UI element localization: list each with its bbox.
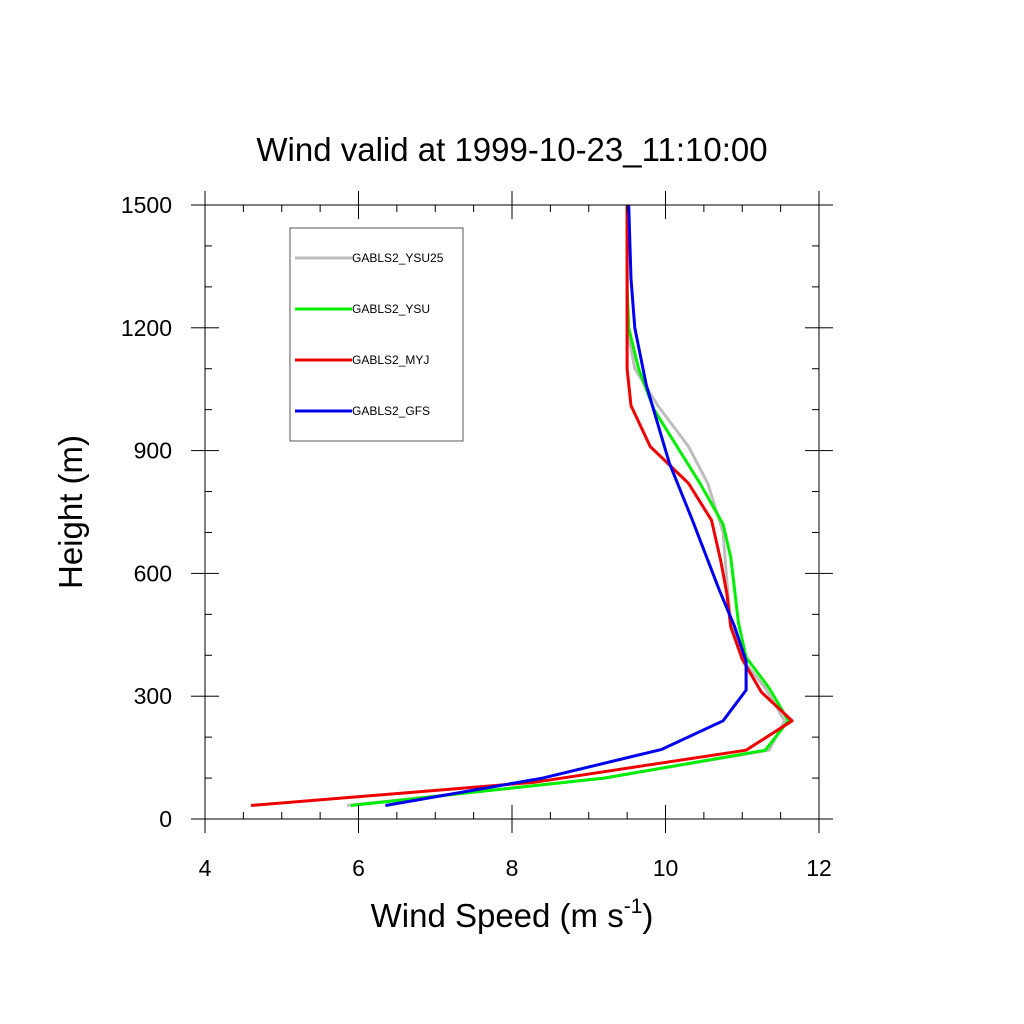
- x-tick-label: 12: [806, 855, 832, 881]
- x-axis-label: Wind Speed (m s-1): [371, 895, 654, 934]
- x-tick-label: 10: [653, 855, 679, 881]
- legend: GABLS2_YSU25 GABLS2_YSU GABLS2_MYJ GABLS2_G…: [289, 227, 464, 442]
- y-tick-label: 900: [134, 438, 172, 464]
- y-tick-label: 1500: [121, 192, 172, 218]
- x-tick-label: 8: [506, 855, 519, 881]
- x-axis-label-superscript: -1: [624, 895, 643, 918]
- series-line-gabls2_ysu: [350, 205, 790, 807]
- ticks-layer: 4 6 8 10 12 0 300 600 900 1200 1500: [121, 191, 833, 881]
- series-line-gabls2_gfs: [385, 204, 748, 807]
- y-tick-label: 300: [134, 683, 172, 709]
- legend-box: [289, 227, 464, 442]
- legend-label-gabls2_ysu: GABLS2_YSU: [352, 302, 430, 316]
- series-line-gabls2_myj: [250, 205, 794, 807]
- legend-label-gabls2_myj: GABLS2_MYJ: [352, 353, 429, 367]
- chart-title: Wind valid at 1999-10-23_11:10:00: [256, 131, 767, 168]
- series-layer: [250, 204, 794, 807]
- y-axis-label: Height (m): [52, 435, 89, 589]
- legend-label-gabls2_ysu25: GABLS2_YSU25: [352, 251, 444, 265]
- x-tick-label: 4: [199, 855, 212, 881]
- y-tick-label: 1200: [121, 315, 172, 341]
- y-tick-label: 0: [159, 806, 172, 832]
- y-tick-label: 600: [134, 560, 172, 586]
- legend-items: GABLS2_YSU25 GABLS2_YSU GABLS2_MYJ GABLS2_G…: [295, 251, 444, 418]
- x-axis-label-main: Wind Speed (m s: [371, 897, 624, 934]
- x-axis-label-suffix: ): [642, 897, 653, 934]
- legend-label-gabls2_gfs: GABLS2_GFS: [352, 404, 430, 418]
- x-tick-label: 6: [352, 855, 365, 881]
